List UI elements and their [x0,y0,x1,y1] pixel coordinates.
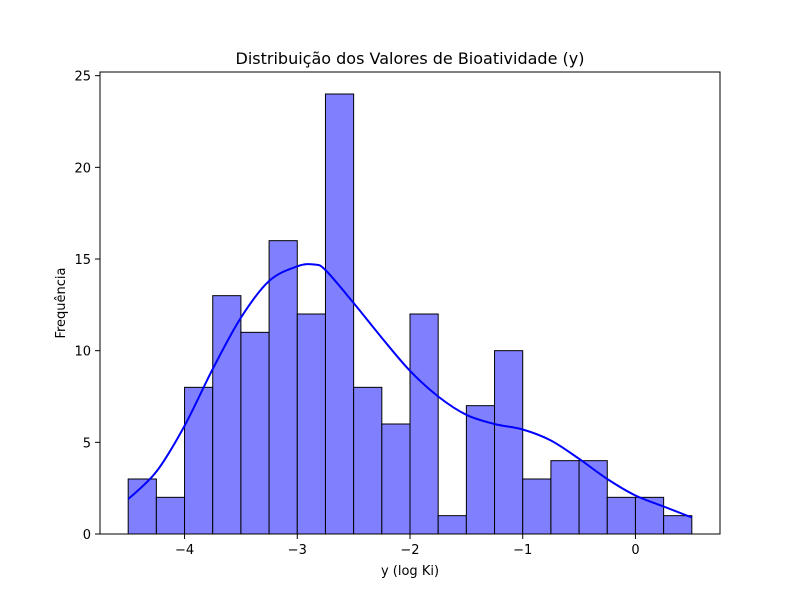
histogram-bar [127,478,157,535]
histogram-bar [155,496,186,535]
y-tick-label: 10 [74,345,91,360]
y-tick-label: 5 [83,436,91,451]
histogram-bar [381,423,411,535]
y-tick-label: 15 [74,253,91,268]
histogram-bar [184,386,214,535]
histogram-bar [212,295,242,535]
histogram-bar [494,350,524,535]
histogram-bar [663,515,693,535]
y-axis-label: Frequência [54,267,69,338]
histogram-bar [324,93,355,535]
histogram-bar [353,386,383,535]
histogram-bars [127,93,693,535]
histogram-bar [409,313,439,535]
y-axis-ticks: 0 5 10 15 20 25 [74,70,100,543]
histogram-bar [268,240,298,535]
histogram-bar [578,460,608,535]
y-tick-label: 0 [83,528,91,543]
y-tick-label: 20 [74,161,91,176]
histogram-bar [296,313,326,535]
histogram-bar [550,460,580,535]
histogram-bar [522,478,552,535]
x-tick-label: −4 [175,543,194,558]
y-tick-label: 25 [74,70,91,85]
x-tick-label: 0 [631,543,639,558]
x-tick-label: −3 [288,543,307,558]
histogram-bar [465,405,496,535]
histogram-bar [437,515,467,535]
histogram-bar [634,496,665,535]
x-axis-label: y (log Ki) [381,564,439,579]
histogram-bar [240,331,270,535]
plot-frame [99,71,721,535]
kde-curve [127,263,693,519]
x-tick-label: −1 [513,543,532,558]
x-axis-ticks: −4 −3 −2 −1 0 [175,534,640,558]
x-tick-label: −2 [400,543,419,558]
histogram-bar [606,496,636,535]
chart-title: Distribuição dos Valores de Bioatividade… [236,49,585,68]
